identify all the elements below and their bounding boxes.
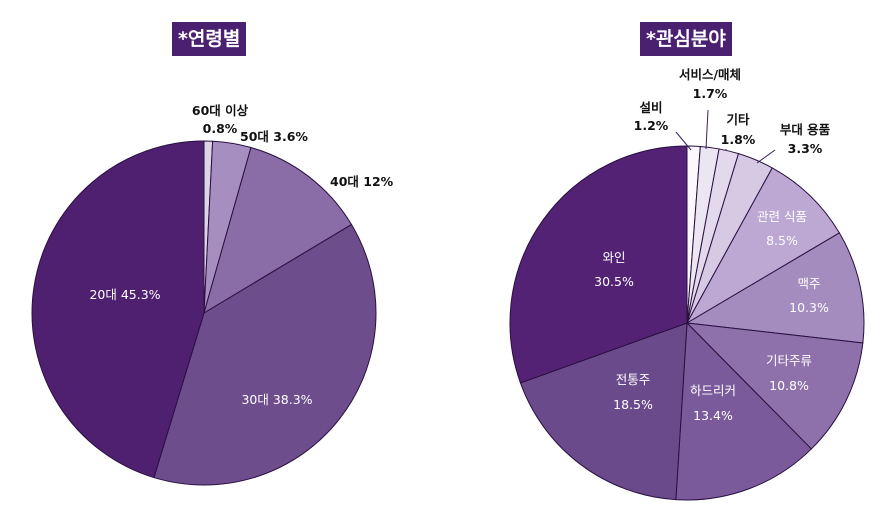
age-slice-label-1: 50대 3.6%: [240, 129, 308, 144]
age-slice-label-2: 40대 12%: [330, 174, 394, 189]
interest-slice-label-1-name: 서비스/매체: [679, 67, 741, 82]
age-slice-label-3: 30대 38.3%: [241, 392, 312, 407]
interest-slice-label-4-name: 관련 식품: [757, 209, 807, 224]
interest-slice-label-2-name: 기타: [726, 112, 750, 127]
interest-slice-label-3-value: 3.3%: [788, 141, 823, 156]
interest-slice-label-9-value: 30.5%: [594, 274, 634, 289]
age-pie: 60대 이상 0.8%50대 3.6% 40대 12% 30대 38.3% 20대 45…: [31, 103, 394, 486]
interest-leader-line-3: [756, 149, 776, 164]
interest-slice-label-4-value: 8.5%: [766, 233, 798, 248]
interest-leader-line-0: [675, 131, 692, 151]
age-slice-label-0-name: 60대 이상: [192, 103, 249, 118]
interest-slice-7: [675, 321, 813, 501]
interest-slice-label-3-name: 부대 용품: [780, 122, 831, 137]
age-slice-4: [31, 140, 205, 479]
interest-slice-label-0-value: 1.2%: [634, 118, 669, 133]
interest-leader-line-1: [705, 109, 709, 150]
interest-slice-label-7-value: 13.4%: [693, 408, 733, 423]
age-slice-label-0-value: 0.8%: [203, 121, 238, 136]
interest-slice-label-2-value: 1.8%: [721, 132, 756, 147]
interest-slice-label-7-name: 하드리커: [690, 383, 736, 398]
interest-slice-label-5-value: 10.3%: [789, 300, 829, 315]
age-slice-3: [153, 223, 377, 486]
interest-slice-label-1-value: 1.7%: [693, 86, 728, 101]
interest-slice-label-6-name: 기타주류: [766, 353, 812, 368]
interest-slice-5: [685, 232, 865, 344]
interest-slice-label-0-name: 설비: [639, 100, 662, 115]
interest-slice-9: [509, 145, 688, 384]
age-slice-2: [203, 146, 353, 315]
age-chart-title: *연령별: [172, 22, 247, 56]
interest-slice-4: [685, 167, 841, 325]
interest-chart-title: *관심분야: [640, 22, 732, 56]
interest-slice-6: [685, 322, 864, 450]
interest-slice-8: [519, 322, 688, 501]
interest-slice-label-5-name: 맥주: [797, 276, 820, 291]
interest-slice-label-6-value: 10.8%: [769, 378, 809, 393]
interest-slice-label-9-name: 와인: [602, 250, 625, 265]
age-slice-label-4: 20대 45.3%: [89, 287, 160, 302]
interest-slice-label-8-value: 18.5%: [613, 397, 653, 412]
interest-slice-label-8-name: 전통주: [616, 372, 651, 387]
interest-pie: 설비 1.2% 서비스/매체 1.7% 기타 1.8% 부대 용품 3.3% 관련 식품 8.5%…: [509, 67, 865, 501]
